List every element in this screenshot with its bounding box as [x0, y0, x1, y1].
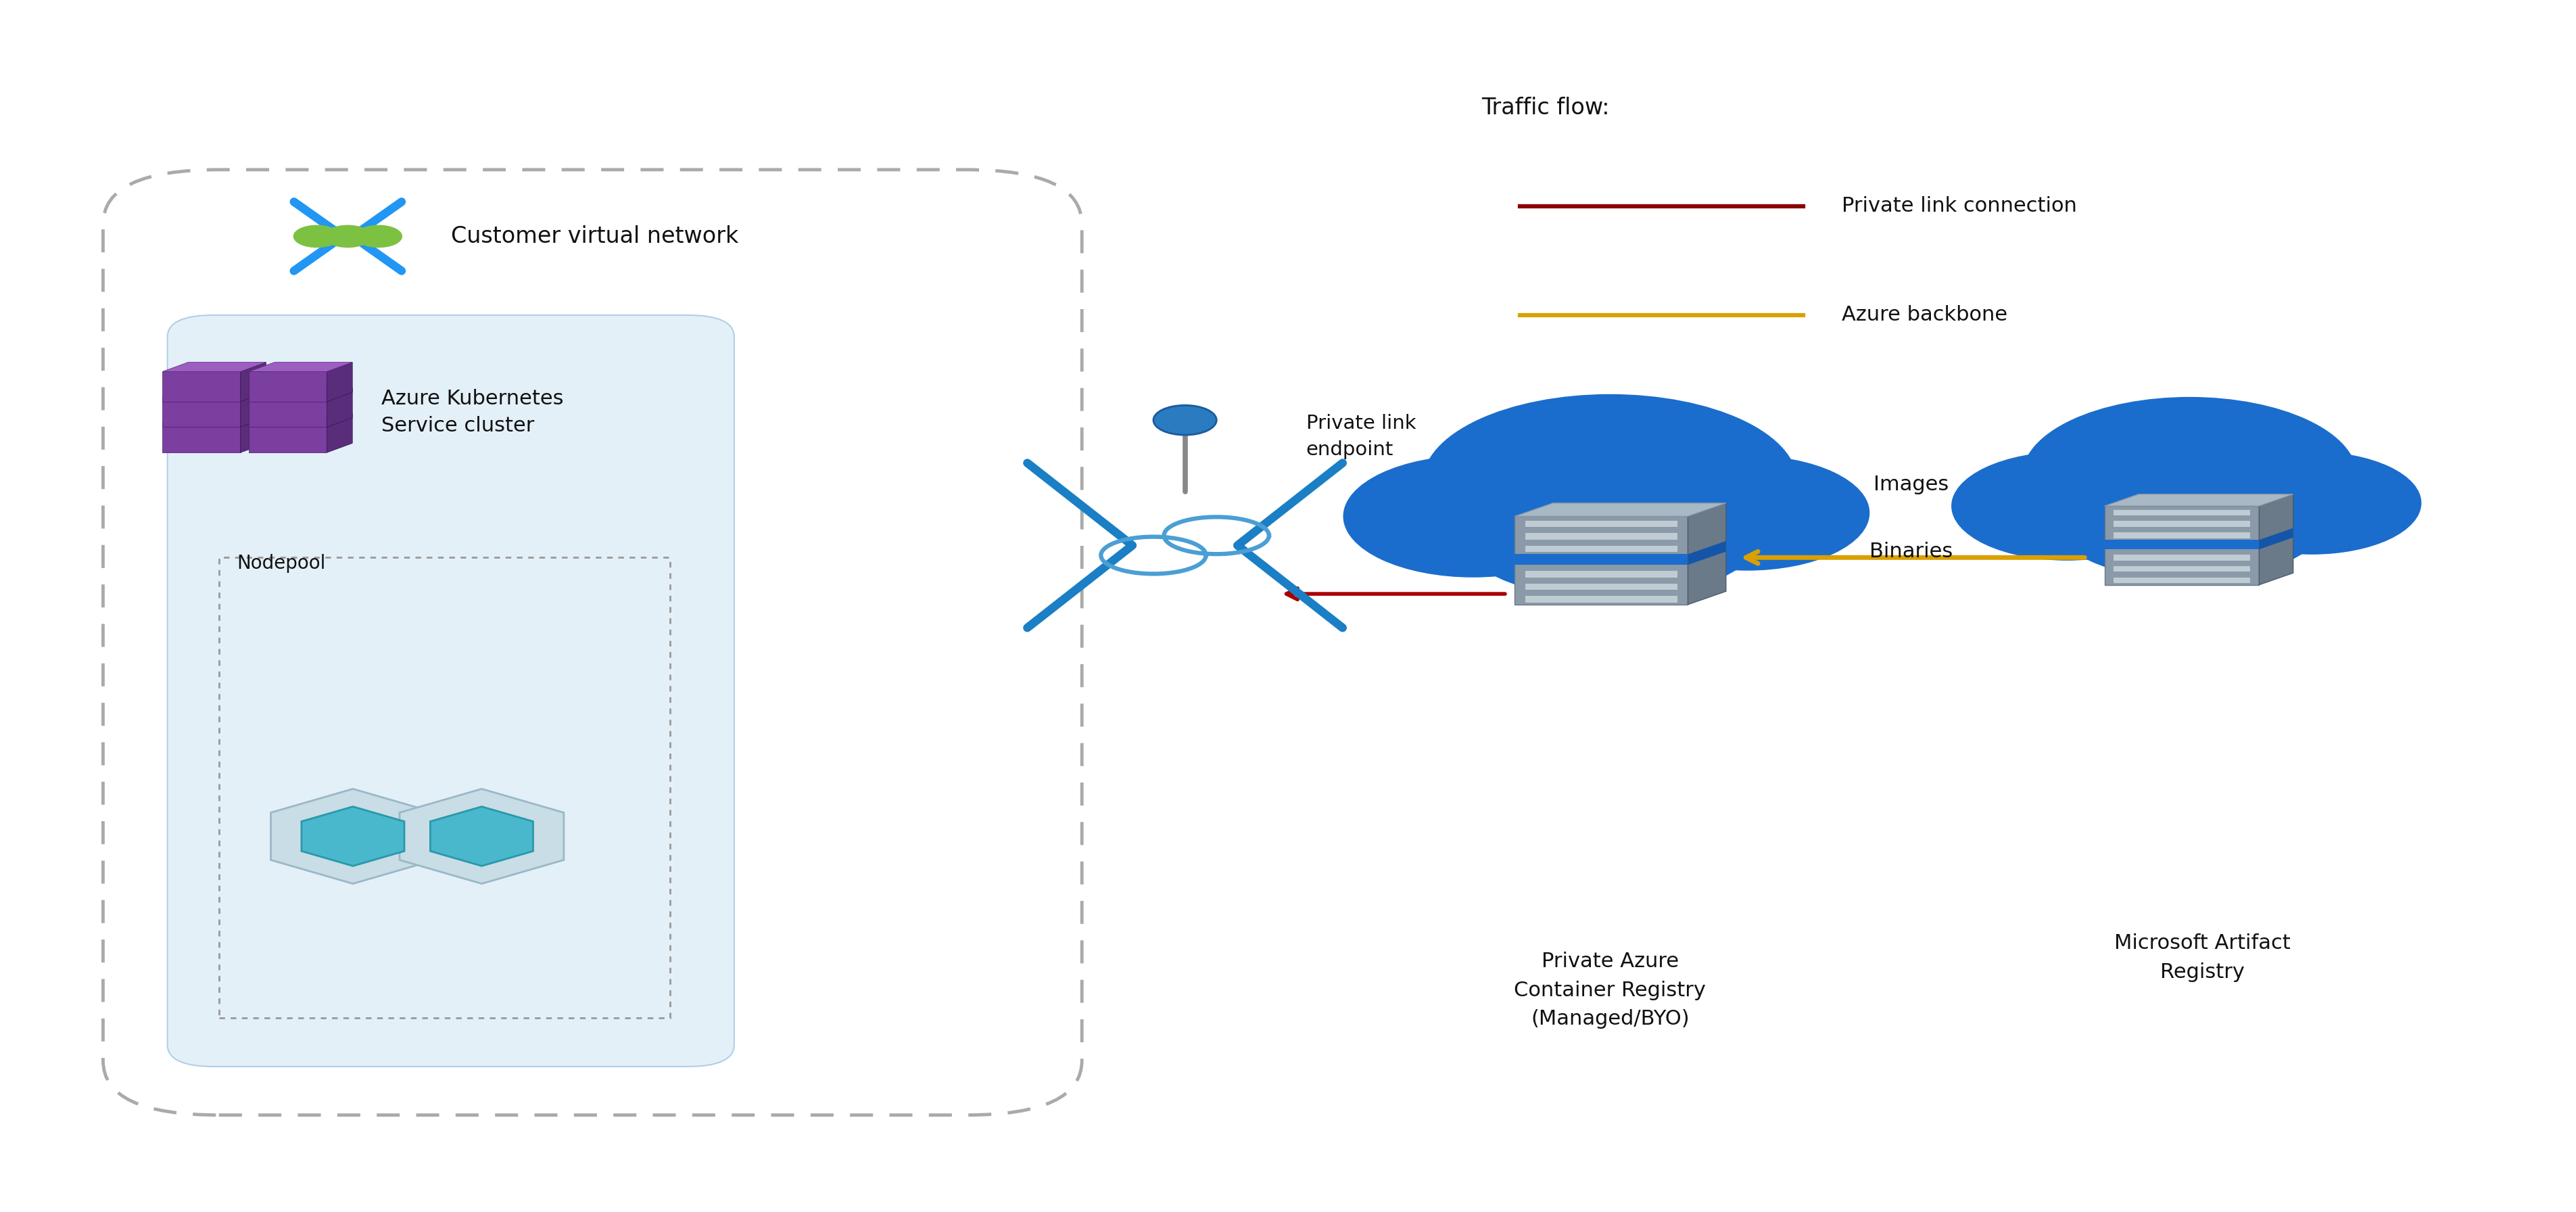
Circle shape [2202, 451, 2421, 554]
Bar [1515, 516, 1687, 605]
Polygon shape [399, 789, 564, 884]
Bar [2115, 555, 2249, 560]
Text: Binaries: Binaries [1870, 542, 1953, 561]
Polygon shape [1687, 503, 1726, 605]
Circle shape [1625, 456, 1870, 571]
Polygon shape [250, 362, 353, 372]
Circle shape [1450, 450, 1770, 600]
Polygon shape [2259, 494, 2293, 585]
Bar [2115, 532, 2249, 538]
Bar [1515, 554, 1687, 565]
Bar [250, 372, 327, 401]
Polygon shape [1687, 541, 1726, 565]
Circle shape [325, 225, 371, 247]
Bar [1525, 533, 1677, 539]
Bar [1525, 583, 1677, 590]
Polygon shape [162, 413, 265, 423]
Bar [2115, 543, 2249, 549]
Polygon shape [301, 807, 404, 865]
Polygon shape [240, 362, 265, 401]
Polygon shape [270, 789, 435, 884]
Circle shape [2022, 398, 2357, 555]
Bar [2105, 539, 2259, 549]
Polygon shape [2259, 528, 2293, 549]
Polygon shape [250, 388, 353, 398]
Text: Azure Kubernetes
Service cluster: Azure Kubernetes Service cluster [381, 389, 564, 435]
Text: Customer virtual network: Customer virtual network [451, 225, 739, 247]
Polygon shape [240, 388, 265, 427]
Polygon shape [1515, 503, 1726, 516]
Text: Private Azure
Container Registry
(Managed/BYO): Private Azure Container Registry (Manage… [1515, 951, 1705, 1029]
Bar [1525, 596, 1677, 602]
Bar [162, 372, 240, 401]
Circle shape [355, 225, 402, 247]
Circle shape [1953, 452, 2182, 560]
Bar [2115, 510, 2249, 515]
Bar [2115, 566, 2249, 572]
Polygon shape [327, 362, 353, 401]
Circle shape [1422, 394, 1798, 571]
Bar [2115, 521, 2249, 527]
Circle shape [1342, 456, 1602, 577]
Bar [1525, 545, 1677, 553]
Circle shape [2048, 447, 2331, 581]
Bar [162, 398, 240, 427]
Polygon shape [327, 413, 353, 452]
Text: Microsoft Artifact
Registry: Microsoft Artifact Registry [2115, 933, 2290, 982]
Polygon shape [250, 413, 353, 423]
Bar [250, 398, 327, 427]
Bar [2105, 507, 2259, 585]
Text: Private link
endpoint: Private link endpoint [1306, 413, 1417, 459]
Text: Traffic flow:: Traffic flow: [1481, 97, 1610, 119]
Polygon shape [2105, 494, 2293, 507]
Polygon shape [240, 413, 265, 452]
Polygon shape [162, 388, 265, 398]
Text: Images: Images [1873, 475, 1950, 494]
Text: Azure backbone: Azure backbone [1842, 305, 2007, 325]
Bar [1525, 571, 1677, 577]
Circle shape [294, 225, 340, 247]
Polygon shape [430, 807, 533, 865]
Text: Nodepool: Nodepool [237, 554, 325, 573]
Text: Private link connection: Private link connection [1842, 196, 2076, 216]
Bar [2115, 577, 2249, 583]
Bar [1525, 520, 1677, 527]
Bar [1525, 559, 1677, 565]
Bar [250, 423, 327, 452]
Polygon shape [162, 362, 265, 372]
Polygon shape [327, 388, 353, 427]
FancyBboxPatch shape [167, 315, 734, 1067]
Circle shape [1154, 405, 1216, 435]
Bar [162, 423, 240, 452]
